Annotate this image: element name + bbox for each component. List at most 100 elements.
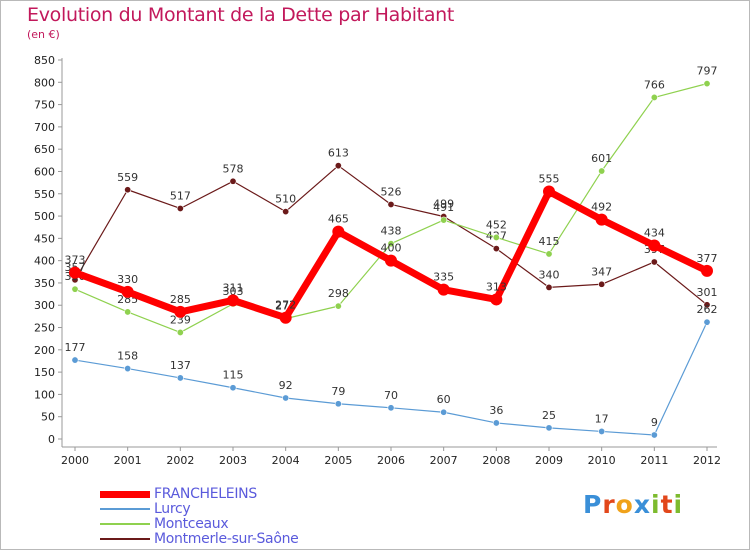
data-label: 60 [437, 393, 451, 406]
data-label: 285 [170, 293, 191, 306]
data-label: 510 [275, 193, 296, 206]
data-point [71, 356, 79, 364]
data-point [492, 233, 500, 241]
data-point [229, 177, 237, 185]
y-tick-label: 550 [34, 188, 55, 201]
data-label: 262 [697, 303, 718, 316]
x-tick-label: 2004 [272, 454, 300, 467]
data-point [385, 254, 397, 267]
data-label: 25 [542, 409, 556, 422]
brand-letter: t [660, 490, 674, 519]
data-point [703, 301, 711, 309]
legend-label: Montceaux [154, 516, 229, 532]
brand-letter: r [602, 490, 616, 519]
data-point [650, 258, 658, 266]
y-tick-label: 300 [34, 299, 55, 312]
y-tick-label: 650 [34, 143, 55, 156]
data-point [701, 264, 713, 277]
y-tick-label: 700 [34, 121, 55, 134]
data-label: 400 [381, 242, 402, 255]
data-label: 492 [591, 201, 612, 214]
data-point [71, 285, 79, 293]
legend-label: Montmerle-sur-Saône [154, 531, 299, 547]
x-tick-label: 2009 [535, 454, 563, 467]
brand-letter: x [633, 490, 651, 519]
data-label: 555 [539, 173, 560, 186]
data-label: 79 [331, 385, 345, 398]
data-label: 491 [433, 201, 454, 214]
data-point [703, 80, 711, 88]
data-point [545, 424, 553, 432]
data-point [176, 374, 184, 382]
data-point [227, 294, 239, 307]
y-tick-label: 850 [34, 54, 55, 67]
data-label: 578 [223, 162, 244, 175]
line-chart: 0 50 100 150 200 250 300 350 400 450 500 550 600 650 7… [34, 54, 721, 467]
data-label: 373 [65, 254, 86, 267]
y-tick-label: 150 [34, 366, 55, 379]
data-label: 158 [117, 350, 138, 363]
data-point [279, 311, 292, 324]
data-label: 766 [644, 78, 665, 91]
data-label: 301 [697, 286, 718, 299]
brand-letter: i [651, 490, 661, 519]
data-point [282, 208, 290, 216]
data-point [598, 280, 606, 288]
x-tick-label: 2012 [693, 454, 721, 467]
legend-label: Lurcy [154, 501, 191, 517]
y-tick-label: 750 [34, 99, 55, 112]
data-label: 17 [595, 412, 609, 425]
data-point [490, 293, 503, 306]
x-tick-label: 2001 [114, 454, 142, 467]
data-point [545, 283, 553, 291]
data-label: 137 [170, 359, 191, 372]
data-label: 311 [223, 281, 244, 294]
data-point [650, 93, 658, 101]
data-label: 434 [644, 226, 665, 239]
data-point [387, 240, 395, 248]
data-label: 377 [697, 252, 718, 265]
data-label: 272 [275, 299, 296, 312]
data-point [648, 239, 661, 252]
data-point [440, 216, 448, 224]
data-label: 340 [539, 268, 560, 281]
data-point [598, 167, 606, 175]
brand-letter: i [673, 490, 684, 519]
data-point [598, 427, 606, 435]
x-tick-label: 2003 [219, 454, 247, 467]
data-label: 415 [539, 235, 560, 248]
data-label: 330 [117, 273, 138, 286]
brand-letter: P [583, 490, 603, 519]
data-label: 177 [65, 341, 86, 354]
chart-subtitle: (en €) [27, 28, 60, 41]
data-label: 438 [381, 225, 402, 238]
legend-swatch [100, 491, 150, 498]
data-label: 313 [486, 280, 507, 293]
data-label: 517 [170, 189, 191, 202]
data-point [282, 394, 290, 402]
data-label: 613 [328, 147, 349, 160]
y-tick-label: 450 [34, 232, 55, 245]
y-tick-label: 800 [34, 76, 55, 89]
y-tick-label: 100 [34, 388, 55, 401]
data-point [121, 285, 134, 298]
legend-swatch [100, 523, 150, 525]
chart-title: Evolution du Montant de la Dette par Hab… [27, 4, 455, 26]
x-tick-label: 2006 [377, 454, 405, 467]
x-tick-label: 2008 [482, 454, 510, 467]
data-point [124, 186, 132, 194]
y-tick-label: 0 [48, 433, 55, 446]
data-label: 347 [591, 265, 612, 278]
data-label: 526 [381, 185, 402, 198]
data-label: 298 [328, 287, 349, 300]
data-point [124, 365, 132, 373]
data-point [387, 404, 395, 412]
data-point [334, 162, 342, 170]
legend-swatch [100, 508, 150, 510]
data-label: 601 [591, 152, 612, 165]
data-point [387, 200, 395, 208]
y-tick-label: 600 [34, 165, 55, 178]
data-label: 115 [223, 369, 244, 382]
y-tick-label: 50 [41, 411, 55, 424]
y-tick-label: 250 [34, 322, 55, 335]
